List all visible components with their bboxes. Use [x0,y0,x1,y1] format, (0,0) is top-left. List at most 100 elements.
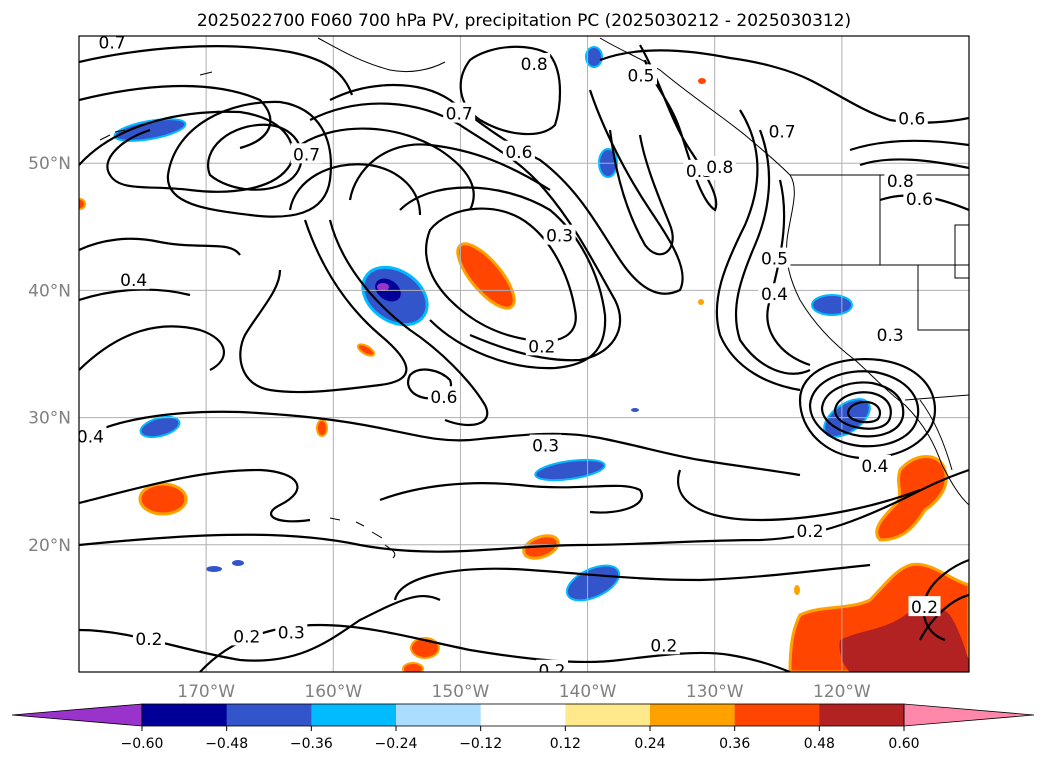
colorbar-tick-label: 0.24 [634,736,665,752]
precip-negative-patch [811,294,853,316]
colorbar-outline [141,703,905,727]
colorbar-tick-label: 0.60 [888,736,919,752]
colorbar-extension-low [11,703,143,727]
contour-label: 0.5 [761,250,788,270]
x-tick-label: 120°W [813,682,871,702]
contour-label-background [427,386,460,407]
contour-label-background [443,102,476,123]
colorbar-tick-label: 0.36 [719,736,750,752]
pv-contour-line [79,237,241,256]
y-tick-label: 50°N [28,154,71,174]
baja-coastline [919,399,953,471]
contour-label-background [895,107,928,128]
precip-positive-patch [402,662,424,672]
colorbar-segment [565,704,651,726]
contour-label: 0.7 [293,145,320,165]
contour-label: 0.6 [906,190,933,210]
contour-label: 0.2 [528,337,555,357]
contour-label: 0.3 [278,624,305,644]
contour-label: 0.4 [77,428,104,448]
colorbar-tick-label: 0.48 [804,736,835,752]
pv-contour-labels: 0.70.70.70.80.50.60.50.80.70.60.80.60.30… [77,33,941,682]
precip-positive-patch [698,78,706,84]
colorbar-segment [311,704,397,726]
contour-label-background [518,52,551,73]
map-area: 0.70.70.70.80.50.60.50.80.70.60.80.60.30… [77,33,969,682]
precip-negative-patch [585,46,603,68]
contour-label-background [758,247,791,268]
pv-contour-line [379,482,643,514]
contour-label-background [132,627,165,648]
contour-label-background [884,170,917,191]
y-axis-ticks: 20°N 30°N 40°N 50°N [28,154,71,556]
pv-contour-line [808,370,920,448]
pv-contour-line [399,186,607,370]
colorbar-tick-label: −0.24 [375,736,418,752]
colorbar-segment [650,704,736,726]
colorbar-tick-label: −0.60 [121,736,164,752]
contour-label: 0.2 [911,598,938,618]
map-frame [78,35,970,673]
precip-negative-patch [139,415,181,439]
pv-contour-line [79,325,226,371]
contour-label-background [794,519,827,540]
contour-label-background [874,323,907,344]
alaska-coastline [317,37,446,73]
pv-contour-line [734,129,811,375]
contour-label-background [766,120,799,141]
precip-positive-patch [410,637,440,659]
alaska-panhandle-coastline [599,37,791,176]
contour-label: 0.8 [887,172,914,192]
pv-contour-line [820,381,905,438]
colorbar-tick-label: −0.36 [290,736,333,752]
colorbar-segment [226,704,312,726]
contour-label-background [525,335,558,356]
contour-label-background [502,140,535,161]
pv-contour-line [393,563,871,601]
contour-label: 0.2 [135,630,162,650]
precip-positive-patch [79,198,86,210]
contour-label: 0.8 [521,55,548,75]
precip-negative-center [377,283,389,291]
contour-label-background [275,621,308,642]
y-tick-label: 40°N [28,281,71,301]
contour-label: 0.6 [430,388,457,408]
precip-negative-patch [631,408,639,412]
chart-title: 2025022700 F060 700 hPa PV, precipitatio… [197,11,851,31]
contour-label: 0.4 [861,457,888,477]
contour-label: 0.7 [99,33,126,53]
pv-contour-line [79,410,801,477]
pv-contour-line [79,84,272,150]
contour-label-background [230,625,263,646]
state-border [954,224,969,279]
colorbar-extension-high [903,703,1035,727]
pv-contour-line [79,288,191,302]
contour-label: 0.2 [797,522,824,542]
contour-label-background [79,425,107,446]
pv-contour-line [166,100,332,218]
colorbar-segment [396,704,482,726]
contour-label-background [858,454,891,475]
contour-label-background [624,64,657,85]
x-tick-label: 140°W [559,682,617,702]
contour-label: 0.6 [898,110,925,130]
precip-positive-patch [794,585,800,595]
pv-contour-line [677,469,921,522]
contour-label-background [290,143,323,164]
colorbar-tick-label: −0.48 [205,736,248,752]
precip-negative-patch [206,566,222,572]
contour-label: 0.2 [233,627,260,647]
pv-contour-line [79,45,354,96]
x-tick-label: 150°W [432,682,490,702]
pv-contour-line [919,593,969,641]
y-tick-label: 30°N [28,409,71,429]
precip-positive-patch [698,299,704,305]
x-axis-ticks: 170°W 160°W 150°W 140°W 130°W 120°W [177,682,871,702]
contour-label: 0.2 [538,662,565,682]
contour-label: 0.3 [532,437,559,457]
pv-contour-line [239,219,408,394]
pv-contour-line [608,129,674,256]
pv-contour-line [79,110,294,193]
colorbar: −0.60 −0.48 −0.36 −0.24 −0.12 0.12 0.24 0.36 0.4… [11,703,1035,752]
